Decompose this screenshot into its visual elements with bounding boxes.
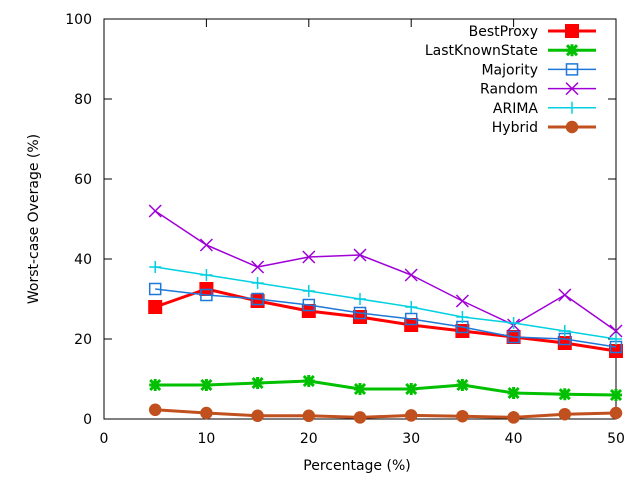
- legend-item-lastknownstate: LastKnownState: [425, 43, 596, 59]
- legend-marker: [565, 82, 579, 96]
- data-point-lastknownstate: [507, 386, 520, 400]
- legend-label: Hybrid: [492, 120, 538, 136]
- data-point-random: [302, 250, 316, 264]
- data-point-arima: [507, 317, 520, 329]
- data-point-majority: [507, 330, 520, 344]
- legend-item-random: Random: [480, 82, 596, 98]
- data-point-hybrid: [251, 409, 264, 423]
- legend-label: Majority: [481, 62, 538, 78]
- data-point-majority: [251, 292, 264, 306]
- data-point-arima: [456, 311, 469, 323]
- data-point-random: [199, 238, 213, 252]
- data-point-random: [148, 204, 162, 218]
- data-point-bestproxy: [148, 300, 163, 314]
- y-tick-label: 0: [83, 412, 92, 428]
- legend-label: BestProxy: [469, 24, 538, 40]
- x-tick-label: 40: [505, 431, 523, 447]
- data-point-random: [609, 324, 623, 338]
- data-point-random: [353, 248, 367, 262]
- data-point-arima: [251, 277, 264, 289]
- legend-label: ARIMA: [493, 101, 539, 117]
- data-point-random: [558, 288, 572, 302]
- data-point-hybrid: [456, 409, 469, 423]
- y-tick-label: 20: [74, 332, 92, 348]
- data-point-arima: [200, 269, 213, 281]
- data-point-arima: [302, 285, 315, 297]
- legend-item-bestproxy: BestProxy: [469, 24, 596, 40]
- data-point-hybrid: [558, 407, 572, 421]
- data-point-majority: [302, 298, 316, 312]
- data-point-majority: [353, 306, 367, 320]
- legend-item-majority: Majority: [481, 62, 596, 78]
- data-point-bestproxy: [250, 294, 265, 308]
- series-random: [148, 204, 623, 338]
- data-point-arima: [558, 325, 571, 337]
- data-point-lastknownstate: [558, 388, 571, 401]
- legend-marker: [565, 24, 579, 38]
- data-point-arima: [405, 301, 418, 313]
- y-tick-label: 80: [74, 92, 92, 108]
- series-layer: [148, 204, 623, 424]
- legend-label: LastKnownState: [425, 43, 538, 59]
- legend-item-arima: ARIMA: [493, 101, 596, 117]
- data-point-hybrid: [404, 409, 418, 422]
- data-point-hybrid: [507, 411, 520, 424]
- series-majority: [148, 282, 623, 354]
- x-tick-label: 30: [402, 431, 420, 447]
- legend-label: Random: [480, 82, 538, 98]
- series-line-lastknownstate: [155, 379, 617, 397]
- series-hybrid: [148, 403, 623, 424]
- y-axis-label: Worst-case Overage (%): [26, 134, 42, 304]
- plot-border: [103, 18, 617, 420]
- series-line-bestproxy: [154, 287, 617, 353]
- y-tick-label: 60: [74, 172, 92, 188]
- series-line-arima: [155, 266, 617, 340]
- data-point-majority: [404, 312, 418, 326]
- series-line-majority: [155, 288, 617, 348]
- data-point-hybrid: [609, 406, 623, 420]
- series-arima: [149, 261, 622, 345]
- data-point-arima: [149, 261, 162, 273]
- data-point-lastknownstate: [302, 374, 315, 388]
- data-point-hybrid: [200, 406, 213, 420]
- legend-marker: [565, 63, 579, 76]
- data-point-lastknownstate: [353, 382, 367, 396]
- x-axis-label: Percentage (%): [303, 458, 410, 474]
- plot-frame: [103, 18, 617, 420]
- data-point-majority: [200, 288, 213, 302]
- x-tick-label: 10: [197, 431, 215, 447]
- data-point-random: [404, 268, 418, 282]
- data-point-hybrid: [148, 403, 162, 417]
- data-point-lastknownstate: [609, 388, 623, 402]
- legend-marker: [566, 101, 578, 114]
- legend-marker: [565, 120, 579, 134]
- data-point-majority: [148, 282, 162, 296]
- data-point-hybrid: [353, 411, 367, 424]
- series-lastknownstate: [149, 374, 623, 402]
- series-bestproxy: [148, 282, 623, 358]
- data-point-random: [455, 294, 469, 308]
- x-tick-label: 0: [100, 431, 109, 447]
- data-point-arima: [610, 333, 622, 345]
- y-axis: 0 20 40 60 80 100: [65, 12, 616, 428]
- series-line-random: [154, 210, 617, 332]
- data-point-lastknownstate: [456, 378, 469, 392]
- data-point-lastknownstate: [251, 376, 264, 390]
- y-tick-label: 100: [65, 12, 92, 28]
- legend: BestProxy LastKnownState Majority Random ARI…: [425, 24, 596, 136]
- series-line-hybrid: [155, 408, 617, 419]
- x-tick-label: 20: [300, 431, 318, 447]
- legend-item-hybrid: Hybrid: [492, 120, 596, 136]
- data-point-random: [251, 260, 265, 274]
- legend-marker: [565, 44, 579, 57]
- data-point-lastknownstate: [149, 378, 162, 392]
- y-tick-label: 40: [74, 252, 92, 268]
- data-point-lastknownstate: [405, 382, 418, 396]
- x-axis: 0 10 20 30 40 50: [100, 19, 625, 447]
- data-point-hybrid: [302, 409, 316, 423]
- data-point-lastknownstate: [200, 378, 213, 392]
- x-tick-label: 50: [607, 431, 625, 447]
- data-point-arima: [354, 293, 366, 305]
